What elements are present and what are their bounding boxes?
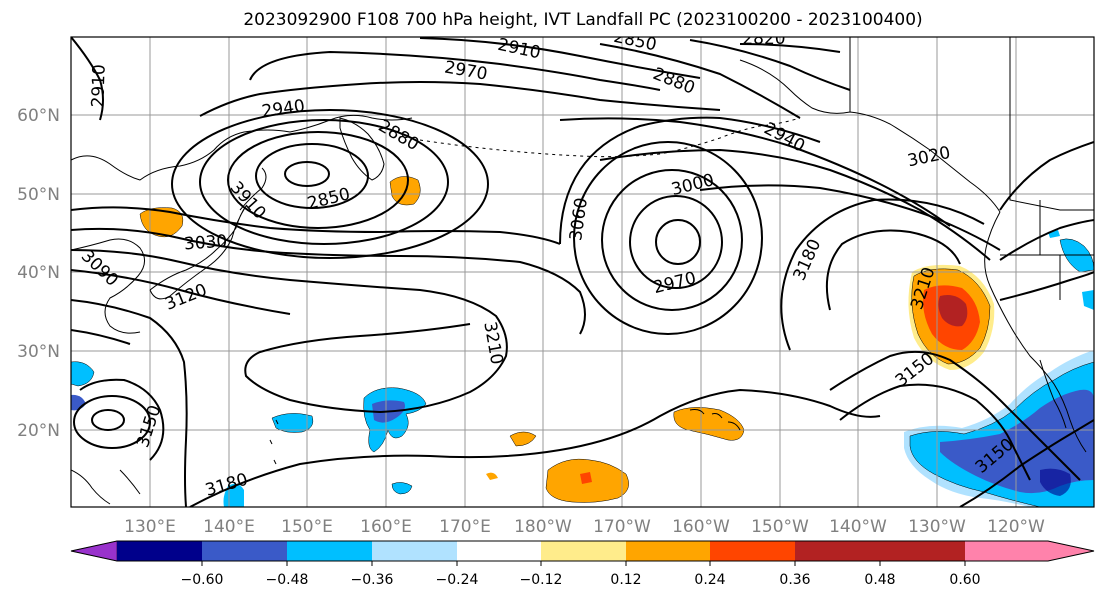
lon-label: 140°W (829, 517, 887, 537)
lon-label: 170°W (593, 517, 651, 537)
colorbar-tick-label: −0.24 (436, 572, 479, 588)
colorbar-extend-max-tip (965, 541, 1094, 561)
colorbar-swatch (457, 541, 541, 561)
colorbar-tick-label: −0.36 (351, 572, 394, 588)
lon-label: 170°E (439, 517, 491, 537)
ivt-shading (71, 176, 1094, 507)
lon-label: 120°W (987, 517, 1045, 537)
graticule (71, 37, 1094, 507)
lon-label: 150°E (281, 517, 333, 537)
lon-label: 130°E (124, 517, 176, 537)
lon-label: 160°E (360, 517, 412, 537)
colorbar-ticks (201, 561, 966, 566)
lat-label: 30°N (17, 342, 60, 362)
colorbar-swatch (372, 541, 457, 561)
lat-label: 40°N (17, 263, 60, 283)
colorbar-tick-label: 0.36 (779, 572, 810, 588)
colorbar-swatch (795, 541, 880, 561)
longitude-labels: 130°E 140°E 150°E 160°E 170°E 180°W 170°… (124, 517, 1045, 537)
colorbar-tick-label: −0.12 (520, 572, 563, 588)
colorbar-tick-label: 0.24 (694, 572, 725, 588)
latitude-labels: 60°N 50°N 40°N 30°N 20°N (17, 106, 60, 441)
lon-label: 160°W (672, 517, 730, 537)
colorbar-tick-label: 0.12 (610, 572, 641, 588)
lat-label: 60°N (17, 106, 60, 126)
contour-label: 2910 (88, 64, 109, 108)
colorbar-swatch (710, 541, 795, 561)
colorbar-swatch (287, 541, 372, 561)
lat-label: 20°N (17, 421, 60, 441)
colorbar-extend-max (880, 541, 965, 561)
height-contours (71, 37, 1094, 507)
colorbar-tick-label: 0.48 (864, 572, 895, 588)
lon-label: 150°W (751, 517, 809, 537)
colorbar-outline (70, 540, 1095, 562)
figure-title: 2023092900 F108 700 hPa height, IVT Land… (243, 10, 922, 30)
lon-label: 180°W (514, 517, 572, 537)
colorbar-tick-label: 0.60 (949, 572, 980, 588)
colorbar-tick-label: −0.60 (181, 572, 224, 588)
map-frame (70, 36, 1095, 508)
colorbar: −0.60 −0.48 −0.36 −0.24 −0.12 0.12 0.24 … (70, 540, 1095, 588)
colorbar-swatch (117, 541, 202, 561)
colorbar-swatch (541, 541, 626, 561)
colorbar-tick-label: −0.48 (266, 572, 309, 588)
coastlines (71, 37, 1094, 505)
colorbar-swatch (626, 541, 710, 561)
colorbar-swatch (202, 541, 287, 561)
colorbar-extend-min (70, 540, 118, 562)
contour-label: 3030 (183, 232, 228, 255)
lat-label: 50°N (17, 185, 60, 205)
contour-label: 2820 (742, 29, 785, 49)
lon-label: 140°E (203, 517, 255, 537)
lon-label: 130°W (908, 517, 966, 537)
